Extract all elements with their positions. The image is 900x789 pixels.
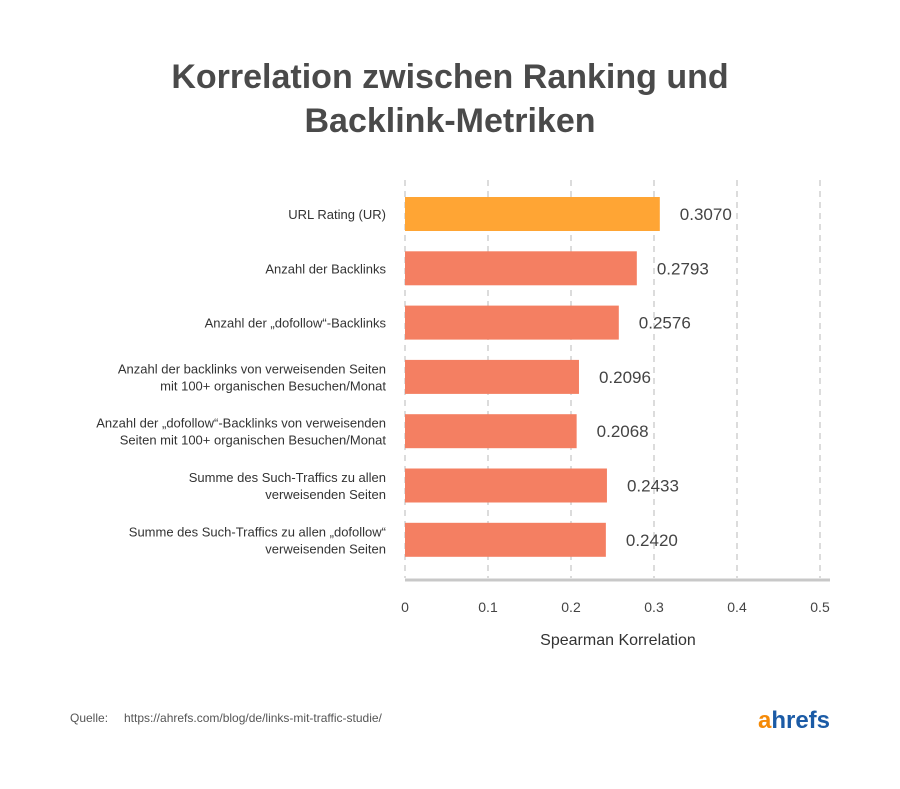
data-label: 0.2433 bbox=[627, 477, 679, 496]
x-tick-label: 0.1 bbox=[478, 599, 498, 615]
data-label: 0.2576 bbox=[639, 314, 691, 333]
category-label: URL Rating (UR) bbox=[288, 207, 386, 222]
category-label: verweisenden Seiten bbox=[265, 541, 386, 556]
x-tick-label: 0.5 bbox=[810, 599, 830, 615]
bar bbox=[405, 414, 577, 449]
bar bbox=[405, 305, 619, 340]
bars: 0.3070 URL Rating (UR) 0.2793 Anzahl der Ba… bbox=[96, 197, 732, 557]
category-label: mit 100+ organischen Besuchen/Monat bbox=[160, 378, 386, 393]
x-tick-label: 0.4 bbox=[727, 599, 747, 615]
category-label: Anzahl der backlinks von verweisenden Se… bbox=[118, 361, 386, 376]
x-axis-title: Spearman Korrelation bbox=[540, 632, 696, 649]
bar bbox=[405, 197, 660, 231]
data-label: 0.2793 bbox=[657, 259, 709, 278]
chart-title: Korrelation zwischen Ranking und Backlink… bbox=[171, 58, 728, 140]
svg-text:ahrefs: ahrefs bbox=[758, 707, 830, 734]
chart-title-line: Backlink-Metriken bbox=[305, 102, 596, 140]
data-label: 0.3070 bbox=[680, 205, 732, 224]
category-label: Summe des Such-Traffics zu allen bbox=[189, 470, 386, 485]
category-label: Anzahl der „dofollow“-Backlinks bbox=[205, 316, 387, 331]
x-tick-label: 0 bbox=[401, 599, 409, 615]
source-label: Quelle: bbox=[70, 711, 108, 725]
category-label: Anzahl der „dofollow“-Backlinks von verw… bbox=[96, 416, 386, 431]
bar bbox=[405, 522, 606, 557]
x-tick-label: 0.3 bbox=[644, 599, 664, 615]
bar bbox=[405, 468, 607, 503]
data-label: 0.2420 bbox=[626, 531, 678, 550]
category-label: Summe des Such-Traffics zu allen „dofoll… bbox=[129, 524, 386, 539]
data-label: 0.2068 bbox=[597, 422, 649, 441]
x-tick-label: 0.2 bbox=[561, 599, 581, 615]
data-label: 0.2096 bbox=[599, 368, 651, 387]
x-tick-labels: 0 0.1 0.2 0.3 0.4 0.5 bbox=[401, 599, 830, 615]
source-url[interactable]: https://ahrefs.com/blog/de/links-mit-tra… bbox=[124, 711, 383, 725]
chart-title-line: Korrelation zwischen Ranking und bbox=[171, 58, 728, 96]
bar bbox=[405, 251, 637, 286]
category-label: verweisenden Seiten bbox=[265, 487, 386, 502]
ahrefs-logo: ahrefs bbox=[758, 707, 830, 734]
category-label: Seiten mit 100+ organischen Besuchen/Mon… bbox=[120, 433, 387, 448]
category-label: Anzahl der Backlinks bbox=[265, 261, 386, 276]
bar bbox=[405, 359, 579, 394]
